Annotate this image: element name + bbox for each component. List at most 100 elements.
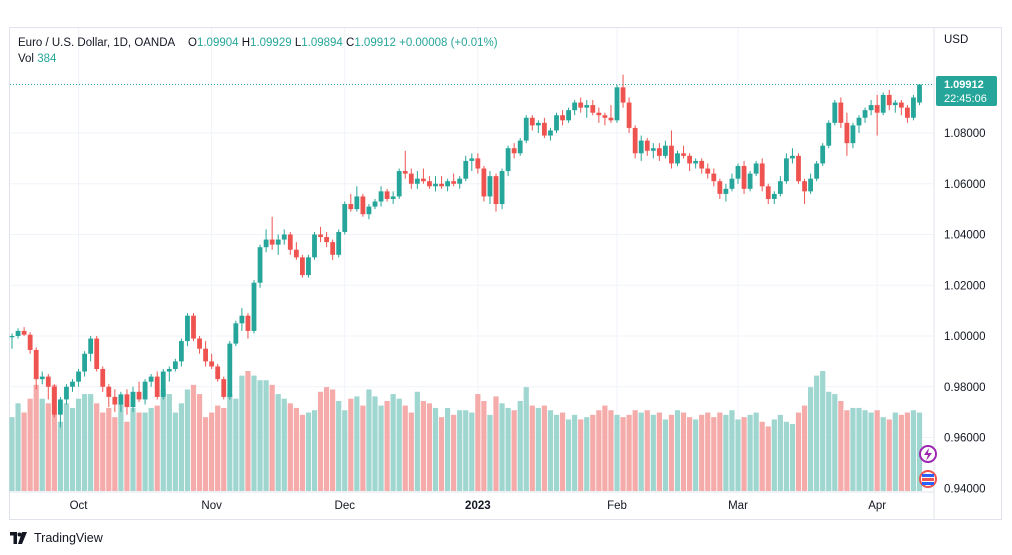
volume-bar bbox=[402, 405, 408, 491]
candle-body bbox=[917, 84, 922, 103]
volume-bar bbox=[596, 410, 602, 491]
volume-bar bbox=[287, 403, 293, 491]
volume-bar bbox=[898, 414, 904, 491]
volume-bar bbox=[529, 405, 535, 491]
candle-body bbox=[784, 158, 789, 182]
footer-brand[interactable]: TradingView bbox=[34, 531, 103, 545]
volume-bar bbox=[112, 417, 118, 491]
candle-body bbox=[118, 394, 124, 405]
volume-bar bbox=[644, 410, 650, 491]
volume-bar bbox=[51, 384, 57, 491]
candle-body bbox=[638, 140, 644, 154]
candle-body bbox=[874, 105, 880, 113]
candle-body bbox=[45, 376, 51, 387]
volume-bar bbox=[233, 398, 239, 491]
candle-body bbox=[390, 196, 396, 199]
price-axis[interactable]: 1.08000 1.06000 1.04000 1.02000 1.00000 0.980… bbox=[944, 128, 986, 495]
volume-bar bbox=[541, 405, 547, 491]
candle-body bbox=[771, 193, 777, 199]
candle-body bbox=[584, 105, 590, 108]
volume-bar bbox=[814, 375, 820, 491]
volume-bar bbox=[753, 412, 759, 491]
candle-body bbox=[675, 153, 680, 164]
candle-body bbox=[227, 343, 233, 397]
candle-body bbox=[529, 117, 535, 126]
open-value: 1.09904 bbox=[196, 37, 239, 49]
volume-bar bbox=[487, 414, 493, 491]
volume-bar bbox=[148, 407, 154, 491]
volume-bar bbox=[620, 417, 626, 491]
volume-bar bbox=[469, 412, 475, 491]
candle-body bbox=[100, 368, 106, 387]
candle-body bbox=[433, 183, 438, 187]
legend-volume-row: Vol 384 bbox=[18, 51, 498, 67]
volume-bar bbox=[420, 401, 426, 491]
candle-body bbox=[723, 188, 729, 194]
candle-body bbox=[753, 163, 759, 174]
candle-body bbox=[354, 196, 360, 210]
candle-body bbox=[469, 158, 475, 161]
price-tick-label: 1.04000 bbox=[944, 230, 986, 242]
candle-body bbox=[360, 196, 366, 215]
candle-body bbox=[626, 102, 632, 128]
volume-bar bbox=[880, 417, 886, 491]
candle-body bbox=[408, 173, 414, 184]
candle-body bbox=[221, 379, 227, 397]
candle-body bbox=[499, 171, 505, 205]
candle-body bbox=[414, 178, 420, 184]
chart-legend: Euro / U.S. Dollar, 1D, OANDA O1.09904 H… bbox=[18, 35, 498, 67]
volume-bar bbox=[317, 391, 324, 491]
volume-bar bbox=[432, 407, 439, 491]
volume-bar bbox=[578, 419, 584, 491]
volume-bar bbox=[94, 403, 100, 491]
candle-body bbox=[39, 376, 45, 380]
candle-body bbox=[281, 234, 287, 240]
candle-body bbox=[590, 105, 596, 113]
volume-bar bbox=[269, 384, 275, 491]
volume-label[interactable]: Vol bbox=[18, 53, 34, 65]
volume-bar bbox=[892, 412, 898, 491]
close-label: C bbox=[346, 37, 355, 49]
volume-bar bbox=[535, 407, 541, 491]
volume-bar bbox=[39, 398, 45, 491]
candle-body bbox=[862, 110, 868, 118]
volume-bar bbox=[396, 398, 402, 491]
candle-body bbox=[850, 125, 856, 144]
candle-body bbox=[820, 145, 826, 164]
volume-bar bbox=[245, 371, 251, 491]
lightning-icon bbox=[919, 445, 937, 463]
volume-bar bbox=[832, 394, 838, 491]
time-tick-label: 2023 bbox=[465, 500, 491, 512]
currency-label[interactable]: USD bbox=[944, 34, 969, 46]
candle-body bbox=[602, 115, 608, 118]
volume-bar bbox=[130, 407, 136, 491]
candle-body bbox=[300, 257, 305, 276]
volume-bar bbox=[789, 424, 796, 491]
symbol-title[interactable]: Euro / U.S. Dollar, 1D, OANDA bbox=[18, 37, 175, 49]
volume-bar bbox=[856, 407, 862, 491]
volume-bar bbox=[511, 410, 517, 491]
volume-bar bbox=[257, 380, 263, 491]
volume-bar bbox=[650, 414, 656, 491]
candle-body bbox=[693, 160, 699, 164]
volume-bar bbox=[100, 412, 106, 491]
candle-body bbox=[911, 97, 916, 118]
time-axis[interactable]: Oct Nov Dec 2023 Feb Mar Apr bbox=[70, 500, 887, 512]
candle-body bbox=[312, 234, 317, 258]
footer: TradingView bbox=[10, 528, 103, 548]
volume-bar bbox=[808, 387, 814, 491]
candle-body bbox=[699, 160, 705, 169]
price-tick-label: 0.98000 bbox=[944, 382, 986, 394]
tradingview-logo-icon[interactable] bbox=[10, 532, 28, 544]
volume-bar bbox=[741, 417, 747, 491]
time-tick-label: Oct bbox=[70, 500, 89, 512]
volume-bar bbox=[9, 417, 15, 491]
candle-body bbox=[378, 191, 384, 202]
candle-body bbox=[427, 181, 432, 187]
volume-bar bbox=[820, 371, 826, 491]
candle-body bbox=[215, 366, 221, 380]
volume-bar bbox=[493, 396, 499, 491]
candle-body bbox=[796, 155, 801, 182]
volume-bar bbox=[711, 417, 717, 491]
